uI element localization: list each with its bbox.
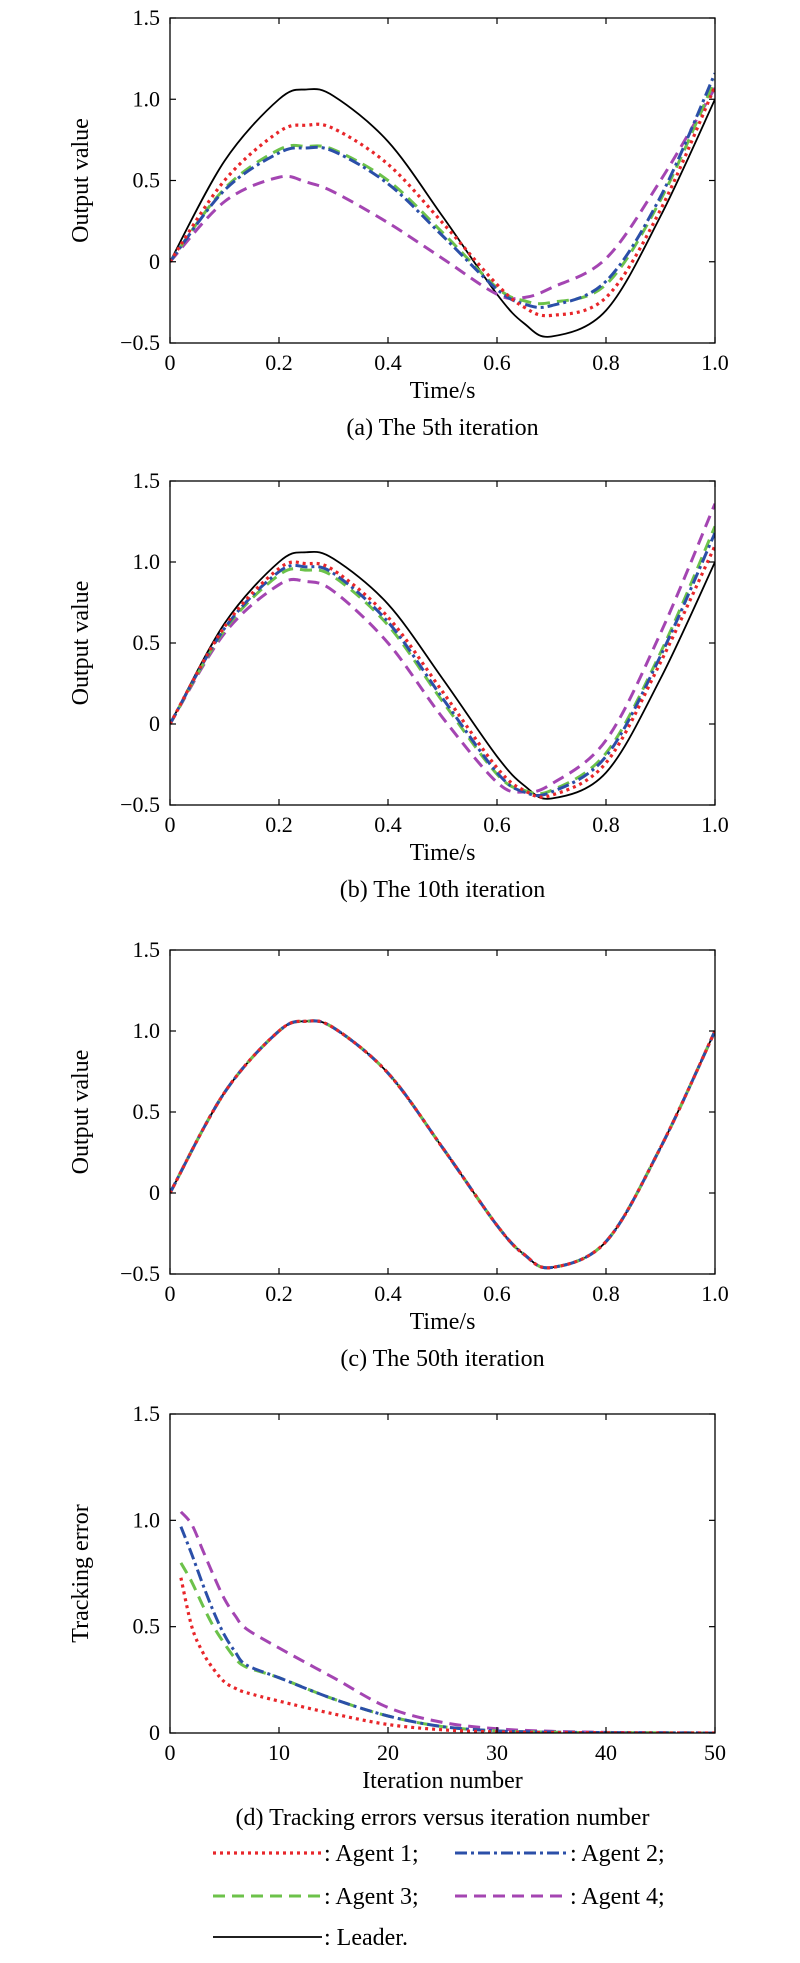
series-line-agent1 — [179, 1577, 715, 1733]
y-tick-label: 0.5 — [133, 168, 161, 193]
panel-caption: (c) The 50th iteration — [340, 1346, 544, 1372]
y-tick-label: 1.0 — [133, 86, 161, 111]
x-tick-label: 0.4 — [374, 812, 402, 837]
x-tick-label: 1.0 — [701, 350, 729, 375]
x-tick-label: 0.2 — [265, 350, 293, 375]
y-axis-label: Tracking error — [68, 1504, 94, 1642]
y-axis-label: Output value — [68, 118, 94, 243]
x-tick-label: 20 — [377, 1740, 399, 1765]
series-line-agent3 — [170, 79, 715, 306]
series-line-agent4 — [179, 1510, 715, 1733]
y-tick-label: 0.5 — [133, 1099, 161, 1124]
legend-label: : Agent 4; — [570, 1884, 665, 1910]
series-line-leader — [170, 550, 715, 800]
y-tick-label: 0 — [149, 1720, 160, 1745]
legend-item-agent2: : Agent 2; — [455, 1841, 665, 1867]
y-tick-label: 1.0 — [133, 549, 161, 574]
chart-panel-4: 0 10 20 30 40 50 0 0.5 1.0 1.5 Iteration number Tra… — [68, 1401, 726, 1831]
x-tick-label: 0.8 — [592, 350, 620, 375]
legend-item-agent3: : Agent 3; — [213, 1884, 419, 1910]
x-axis-label: Iteration number — [362, 1768, 523, 1794]
x-axis-label: Time/s — [410, 840, 476, 866]
x-tick-label: 10 — [268, 1740, 290, 1765]
axes-frame — [169, 949, 716, 1275]
x-axis-label: Time/s — [410, 1309, 476, 1335]
y-tick-label: 1.5 — [133, 5, 161, 30]
series-line-agent3 — [170, 525, 715, 796]
y-tick-label: 0.5 — [133, 1614, 161, 1639]
series-line-agent1 — [170, 545, 715, 799]
chart-panels: 0 0.2 0.4 0.6 0.8 1.0−0.500.51.01.5Time/sOutp… — [68, 5, 729, 1831]
series-group — [170, 1019, 715, 1270]
series-group — [170, 72, 715, 338]
x-tick-label: 0 — [165, 812, 176, 837]
axes-frame — [169, 1413, 716, 1734]
y-tick-label: 0.5 — [133, 630, 161, 655]
legend-item-agent4: : Agent 4; — [455, 1884, 665, 1910]
panel-caption: (a) The 5th iteration — [346, 415, 538, 441]
series-line-leader — [170, 88, 715, 338]
series-line-agent1 — [170, 1019, 715, 1270]
x-tick-label: 0.2 — [265, 1281, 293, 1306]
y-tick-label: −0.5 — [120, 330, 160, 355]
panel-caption: (d) Tracking errors versus iteration num… — [236, 1805, 650, 1831]
x-tick-label: 1.0 — [701, 812, 729, 837]
x-tick-label: 0.8 — [592, 1281, 620, 1306]
y-tick-label: 1.0 — [133, 1018, 161, 1043]
x-axis-label: Time/s — [410, 378, 476, 404]
x-tick-label: 0.6 — [483, 812, 511, 837]
panel-caption: (b) The 10th iteration — [340, 877, 546, 903]
x-tick-label: 50 — [704, 1740, 726, 1765]
series-group — [170, 503, 715, 800]
y-tick-label: 1.5 — [133, 468, 161, 493]
axes-frame — [169, 480, 716, 806]
axes-frame — [169, 17, 716, 344]
chart-panel-1: 0 0.2 0.4 0.6 0.8 1.0−0.500.51.01.5Time/sOutp… — [68, 5, 729, 441]
series-line-agent4 — [170, 503, 715, 794]
x-tick-label: 0 — [165, 1281, 176, 1306]
x-tick-label: 0.6 — [483, 350, 511, 375]
chart-panel-2: 0 0.2 0.4 0.6 0.8 1.0−0.500.51.01.5Time/sOutp… — [68, 468, 729, 903]
chart-panel-3: 0 0.2 0.4 0.6 0.8 1.0−0.500.51.01.5Time/sOutp… — [68, 937, 729, 1372]
legend-label: : Agent 1; — [324, 1841, 419, 1867]
legend: : Agent 1; : Agent 2; : Agent 3; : Agent 4;… — [213, 1841, 665, 1951]
y-tick-label: 1.0 — [133, 1507, 161, 1532]
series-line-agent2 — [170, 72, 715, 309]
y-axis-label: Output value — [68, 1050, 94, 1175]
legend-item-leader: : Leader. — [213, 1925, 408, 1951]
x-tick-label: 0.4 — [374, 1281, 402, 1306]
legend-label: : Leader. — [324, 1925, 408, 1951]
legend-label: : Agent 3; — [324, 1884, 419, 1910]
x-tick-label: 40 — [595, 1740, 617, 1765]
x-tick-label: 0 — [165, 1740, 176, 1765]
legend-item-agent1: : Agent 1; — [213, 1841, 419, 1867]
series-line-agent1 — [170, 85, 715, 318]
y-tick-label: −0.5 — [120, 1261, 160, 1286]
x-tick-label: 0.8 — [592, 812, 620, 837]
y-tick-label: 0 — [149, 711, 160, 736]
y-axis-label: Output value — [68, 581, 94, 706]
series-line-agent3 — [170, 1019, 715, 1270]
x-tick-label: 1.0 — [701, 1281, 729, 1306]
y-tick-label: 1.5 — [133, 937, 161, 962]
y-tick-label: 1.5 — [133, 1401, 161, 1426]
x-tick-label: 0 — [165, 350, 176, 375]
y-tick-label: −0.5 — [120, 792, 160, 817]
x-tick-label: 0.6 — [483, 1281, 511, 1306]
x-tick-label: 0.4 — [374, 350, 402, 375]
series-group — [179, 1510, 715, 1733]
series-line-agent2 — [170, 532, 715, 798]
series-line-agent3 — [179, 1562, 715, 1733]
x-tick-label: 0.2 — [265, 812, 293, 837]
series-line-agent2 — [179, 1526, 715, 1733]
x-tick-label: 30 — [486, 1740, 508, 1765]
y-tick-label: 0 — [149, 1180, 160, 1205]
series-line-agent4 — [170, 87, 715, 301]
legend-label: : Agent 2; — [570, 1841, 665, 1867]
y-tick-label: 0 — [149, 249, 160, 274]
